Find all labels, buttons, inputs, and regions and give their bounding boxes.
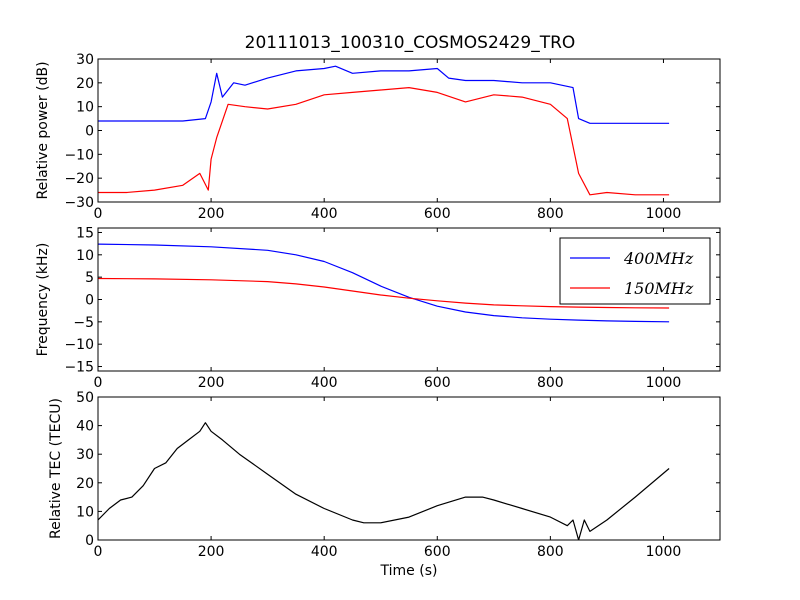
x-axis-label: Time (s)	[380, 563, 438, 579]
x-tick-label: 200	[198, 544, 225, 560]
x-tick-label: 600	[424, 206, 451, 222]
series-line-1	[98, 422, 670, 540]
x-tick-label: 400	[311, 206, 338, 222]
x-tick-label: 200	[198, 206, 225, 222]
y-tick-label: 50	[76, 390, 94, 406]
y-axis-label: Frequency (kHz)	[35, 243, 51, 357]
y-axis-label: Relative power (dB)	[35, 61, 51, 199]
x-tick-label: 1000	[646, 544, 682, 560]
x-tick-label: 1000	[646, 206, 682, 222]
y-tick-label: 0	[85, 124, 94, 140]
x-tick-label: 0	[94, 544, 103, 560]
y-tick-label: −10	[64, 337, 94, 353]
x-tick-label: 0	[94, 375, 103, 391]
x-tick-label: 200	[198, 375, 225, 391]
y-tick-label: −30	[64, 195, 94, 211]
y-tick-label: 10	[76, 504, 94, 520]
y-tick-label: −5	[73, 315, 94, 331]
axes-frame	[97, 396, 721, 541]
y-tick-label: −15	[64, 360, 94, 376]
subplot-2: 0 200 400 600 800 1000 −15 −10 −5 0 5 10 15 Frequency…	[35, 225, 721, 391]
y-tick-label: 10	[76, 100, 94, 116]
series-line-400mhz	[98, 243, 670, 323]
x-tick-label: 600	[424, 544, 451, 560]
x-tick-label: 1000	[646, 375, 682, 391]
y-tick-label: −20	[64, 171, 94, 187]
y-tick-label: 20	[76, 476, 94, 492]
y-tick-label: −10	[64, 147, 94, 163]
x-tick-label: 800	[537, 206, 564, 222]
series-line-2	[98, 86, 670, 196]
series-line-1	[98, 65, 670, 124]
figure-title: 20111013_100310_COSMOS2429_TRO	[245, 33, 576, 53]
y-tick-label: 15	[76, 225, 94, 241]
series-line-150mhz	[98, 277, 670, 309]
x-tick-label: 400	[311, 544, 338, 560]
x-tick-label: 400	[311, 375, 338, 391]
legend-label: 150MHz	[624, 279, 694, 298]
y-tick-label: 10	[76, 248, 94, 264]
subplot-1: 0 200 400 600 800 1000 −30 −20 −10 0 10 20 30 Relativ…	[35, 52, 721, 222]
y-tick-label: 30	[76, 447, 94, 463]
x-tick-label: 800	[537, 544, 564, 560]
legend-label: 400MHz	[623, 249, 694, 268]
y-tick-label: 0	[85, 293, 94, 309]
y-axis-label: Relative TEC (TECU)	[48, 398, 64, 539]
y-tick-label: 0	[85, 533, 94, 549]
y-tick-label: 20	[76, 76, 94, 92]
y-tick-label: 30	[76, 52, 94, 68]
legend: 400MHz 150MHz	[559, 237, 711, 305]
legend-box	[559, 237, 711, 305]
x-tick-label: 600	[424, 375, 451, 391]
subplot-3: 0 200 400 600 800 1000 0 10 20 30 40 50 Relative TEC…	[48, 390, 721, 579]
x-tick-label: 0	[94, 206, 103, 222]
y-tick-label: 5	[85, 270, 94, 286]
x-tick-label: 800	[537, 375, 564, 391]
y-tick-label: 40	[76, 419, 94, 435]
